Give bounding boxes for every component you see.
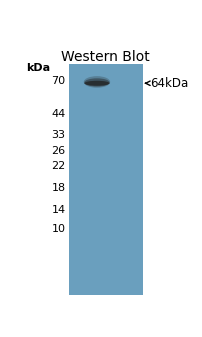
- Text: 18: 18: [51, 183, 65, 193]
- Text: 44: 44: [51, 110, 65, 119]
- Bar: [69, 64, 143, 295]
- Text: 14: 14: [51, 206, 65, 215]
- Text: 33: 33: [51, 130, 65, 140]
- Text: 70: 70: [51, 76, 65, 86]
- Text: 64kDa: 64kDa: [149, 77, 187, 90]
- Text: 26: 26: [51, 146, 65, 156]
- Ellipse shape: [84, 81, 109, 86]
- Ellipse shape: [83, 76, 110, 88]
- Text: 10: 10: [51, 223, 65, 234]
- Text: 22: 22: [51, 161, 65, 171]
- Text: Western Blot: Western Blot: [61, 50, 149, 63]
- Text: kDa: kDa: [26, 63, 50, 73]
- Ellipse shape: [84, 78, 109, 87]
